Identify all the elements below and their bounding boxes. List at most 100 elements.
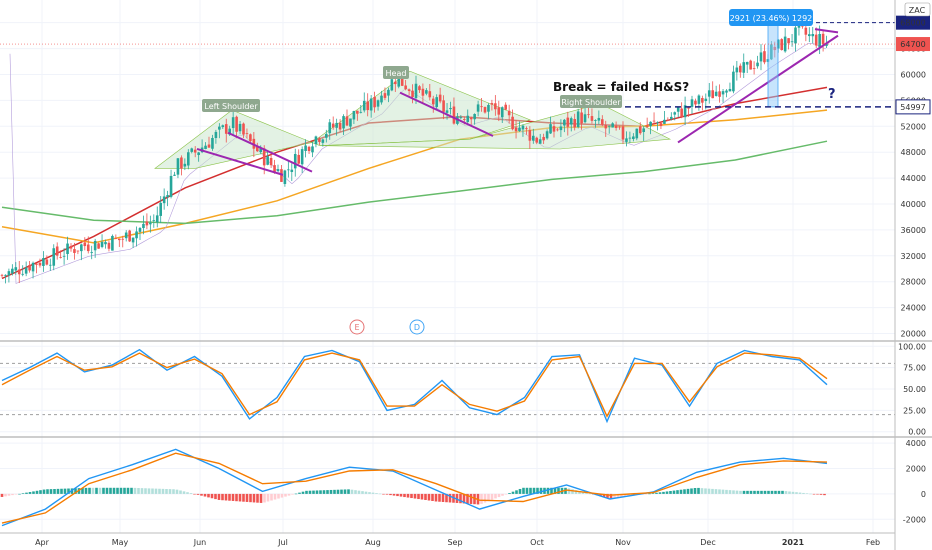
macd-histogram-bar — [105, 487, 109, 494]
macd-histogram-bar — [749, 490, 753, 494]
trend-line-0[interactable] — [227, 131, 313, 173]
trend-line-3[interactable] — [677, 34, 839, 144]
candle — [411, 84, 414, 104]
stoch-line-1 — [1, 352, 828, 418]
macd-histogram-bar — [616, 493, 620, 498]
candle — [300, 146, 304, 173]
candle — [442, 95, 445, 120]
macd-histogram-bar — [252, 493, 256, 503]
macd-histogram-bar — [746, 490, 749, 494]
candle — [763, 44, 766, 65]
macd-histogram-bar — [546, 487, 550, 494]
dividend-marker-label: D — [414, 323, 420, 332]
candle — [490, 99, 494, 111]
macd-histogram-bar — [581, 491, 585, 494]
measure-box[interactable] — [767, 22, 779, 108]
candle — [480, 98, 483, 112]
macd-histogram-bar — [788, 491, 791, 494]
macd-histogram-bar — [487, 493, 490, 502]
trend-line-1[interactable] — [196, 147, 284, 176]
candle — [86, 236, 90, 254]
macd-histogram-bar — [287, 493, 291, 496]
macd-histogram-bar — [665, 491, 669, 494]
macd-histogram-bar — [196, 493, 200, 495]
macd-histogram-bar — [763, 490, 767, 494]
candle — [739, 63, 742, 78]
macd-histogram-bar — [0, 493, 4, 497]
macd-histogram-bar — [424, 493, 427, 501]
macd-histogram-bar — [504, 493, 508, 495]
candle — [663, 111, 666, 125]
candle — [169, 169, 173, 199]
stoch-tick-label: 25.00 — [903, 406, 926, 415]
candle — [438, 87, 442, 104]
macd-histogram-bar — [357, 490, 361, 494]
trend-line-2[interactable] — [399, 91, 494, 137]
price-tick-label: 32000 — [901, 252, 926, 261]
candle — [421, 83, 425, 103]
macd-histogram-bar — [270, 493, 273, 501]
time-tick-label: Aug — [365, 538, 381, 547]
price-tick-label: 44000 — [901, 174, 926, 183]
earnings-marker[interactable] — [349, 319, 365, 335]
candle — [62, 248, 66, 265]
candle — [14, 262, 18, 275]
candle — [545, 129, 549, 140]
candle — [466, 109, 470, 124]
macd-histogram-bar — [305, 490, 308, 494]
candle — [180, 155, 183, 176]
candle — [245, 128, 249, 139]
macd-histogram-bar — [172, 489, 175, 494]
candle — [66, 236, 69, 260]
time-tick-label: May — [112, 538, 129, 547]
macd-histogram-bar — [53, 489, 56, 494]
macd-histogram-bar — [207, 493, 210, 498]
macd-histogram-bar — [364, 491, 368, 494]
macd-histogram-bar — [249, 493, 252, 503]
candle — [59, 250, 62, 259]
macd-histogram-bar — [480, 493, 483, 504]
macd-histogram-bar — [298, 492, 301, 494]
candle — [783, 28, 787, 53]
macd-histogram-bar — [679, 489, 683, 494]
macd-histogram-bar — [182, 491, 186, 494]
candle — [242, 122, 245, 139]
price-tag-last: 64700 — [900, 40, 925, 49]
candle — [287, 160, 290, 178]
macd-histogram-bar — [511, 491, 515, 494]
candle — [569, 116, 573, 132]
macd-tick-label: 0 — [921, 490, 926, 499]
candle — [445, 103, 449, 120]
candle — [735, 60, 739, 81]
candle — [583, 108, 587, 124]
candle — [721, 89, 725, 103]
macd-histogram-bar — [144, 488, 147, 494]
macd-histogram-bar — [448, 493, 452, 503]
macd-histogram-bar — [644, 493, 648, 495]
trend-line-4[interactable] — [814, 28, 839, 34]
price-tick-label: 36000 — [901, 226, 926, 235]
macd-histogram-bar — [816, 493, 819, 495]
macd-histogram-bar — [340, 489, 343, 494]
macd-histogram-bar — [396, 493, 399, 497]
candle — [349, 118, 352, 131]
time-tick-label: Jun — [193, 538, 207, 547]
macd-histogram-bar — [553, 487, 557, 494]
macd-signal-line — [1, 452, 828, 524]
candle — [701, 95, 704, 111]
macd-histogram-bar — [294, 493, 298, 495]
price-tag-resistance-bg — [896, 15, 930, 30]
candle — [404, 79, 407, 91]
candle — [28, 261, 31, 273]
dividend-marker[interactable] — [409, 319, 425, 335]
candle — [745, 61, 749, 74]
candle — [614, 121, 618, 131]
candle — [469, 116, 473, 125]
candle — [318, 136, 321, 145]
macd-histogram-bar — [557, 487, 560, 494]
candle — [670, 112, 673, 121]
candle — [552, 120, 556, 138]
macd-histogram-bar — [571, 489, 574, 494]
candle — [266, 151, 269, 166]
macd-histogram-bar — [518, 488, 522, 494]
